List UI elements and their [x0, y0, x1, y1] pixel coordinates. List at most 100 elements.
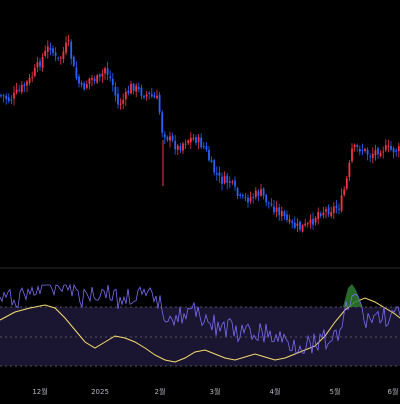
candle [358, 145, 361, 156]
candle-body [192, 137, 195, 140]
candle-body [28, 77, 31, 84]
candle-body [98, 74, 101, 77]
candle [366, 147, 369, 161]
candle-body [57, 57, 60, 59]
candle [356, 143, 359, 152]
candle [226, 172, 229, 190]
candle [91, 74, 93, 87]
candle-body [33, 67, 36, 76]
candle-body [231, 181, 234, 183]
candle-body [278, 207, 281, 216]
candle-body [195, 137, 197, 143]
candle [254, 187, 257, 200]
candle [145, 91, 148, 101]
x-tick-label: 5월 [330, 387, 341, 396]
candle-body [392, 148, 395, 153]
candle-body [166, 137, 169, 140]
candle-body [0, 95, 2, 97]
candle [39, 57, 41, 71]
candle-body [20, 84, 23, 92]
candle-body [91, 77, 93, 80]
candle [395, 148, 398, 157]
candle-body [358, 148, 361, 152]
candle-body [135, 85, 138, 92]
candle-body [70, 41, 73, 59]
candle [20, 81, 23, 95]
candle [31, 71, 34, 83]
candle-body [140, 87, 143, 96]
candle [387, 140, 390, 153]
candle-body [291, 221, 294, 224]
candle [241, 193, 244, 200]
candle-body [10, 99, 13, 101]
candle-body [293, 222, 296, 228]
candle [98, 73, 101, 82]
candle-body [312, 218, 314, 225]
candle-body [374, 150, 377, 156]
candle [127, 85, 130, 96]
candle [369, 153, 372, 162]
candle-body [119, 103, 122, 105]
candle [247, 194, 249, 208]
candle-body [257, 191, 260, 196]
candle [88, 77, 91, 90]
candle [33, 64, 36, 78]
candle [158, 91, 161, 115]
candle [343, 186, 346, 197]
candle [202, 142, 205, 150]
candle [377, 146, 379, 160]
candle-body [26, 81, 28, 86]
candle-body [169, 136, 171, 141]
candle [236, 186, 239, 200]
candle-body [111, 78, 114, 86]
candle [301, 224, 304, 233]
candle [2, 93, 5, 103]
candle [5, 93, 8, 105]
candle [371, 147, 374, 164]
candle [296, 218, 299, 233]
candle [117, 86, 119, 109]
candle [153, 92, 156, 99]
candle-body [397, 146, 400, 151]
candle [382, 146, 385, 159]
candle-body [205, 146, 208, 150]
candle-body [106, 68, 109, 75]
candle [122, 93, 125, 110]
candle-body [132, 83, 135, 91]
candle [46, 40, 49, 59]
candle [345, 175, 348, 191]
candle-body [23, 84, 26, 87]
candle-body [288, 219, 291, 222]
candle [57, 56, 60, 62]
candle [65, 36, 67, 56]
candle [221, 172, 223, 191]
candle [109, 70, 112, 82]
candle-body [252, 197, 255, 199]
candle-body [72, 56, 75, 67]
candle [379, 150, 382, 158]
oscillator-signal-line [0, 297, 400, 363]
candle-body [395, 150, 398, 152]
candle [223, 171, 226, 185]
candle [325, 206, 327, 219]
candle-body [122, 99, 125, 104]
x-tick-label: 4월 [270, 387, 281, 396]
candle [293, 216, 296, 230]
candle [36, 57, 39, 73]
candle [184, 139, 187, 149]
oscillator-pane [0, 283, 400, 367]
candle-body [382, 151, 385, 153]
candle-body [301, 225, 304, 232]
candle-body [348, 162, 351, 177]
candle-body [330, 212, 333, 217]
candle-body [93, 78, 96, 82]
candle-body [239, 194, 242, 196]
candle [340, 188, 343, 213]
candle-body [62, 51, 65, 60]
candle-body [52, 48, 54, 53]
candle [364, 147, 366, 153]
x-tick-label: 2025 [91, 388, 109, 396]
candle [130, 80, 132, 95]
